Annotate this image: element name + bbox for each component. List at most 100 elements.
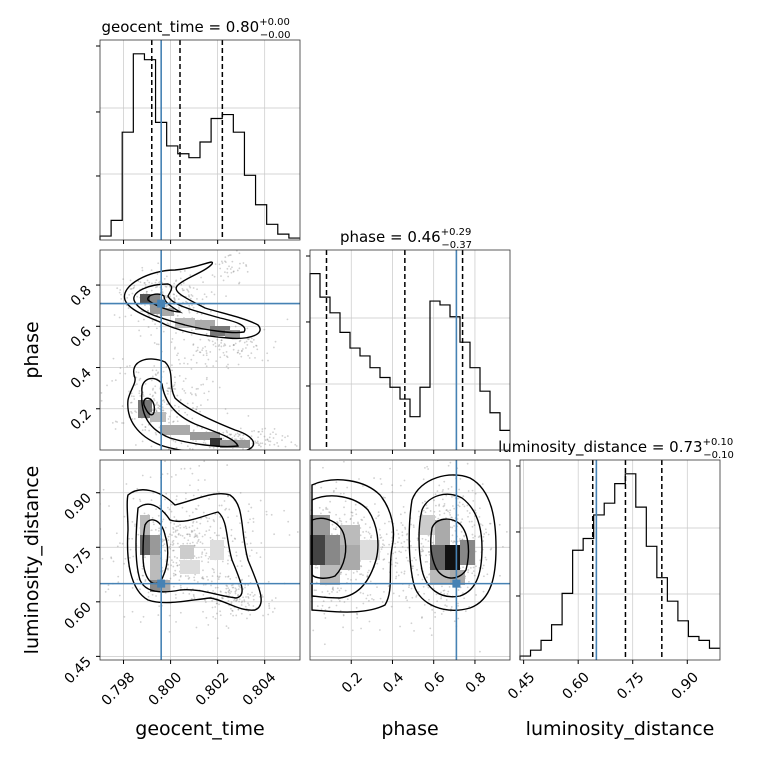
sample-point — [186, 288, 188, 291]
sample-point — [141, 266, 144, 269]
x-tick-label: 0.75 — [614, 669, 647, 702]
sample-point — [218, 603, 220, 606]
sample-point — [362, 485, 364, 487]
sample-point — [214, 606, 217, 608]
sample-point — [227, 550, 230, 553]
sample-point — [175, 597, 177, 599]
density-cell — [420, 515, 435, 535]
sample-point — [158, 605, 161, 607]
sample-point — [290, 552, 292, 554]
sample-point — [267, 359, 269, 362]
sample-point — [296, 498, 298, 500]
sample-point — [443, 502, 446, 505]
title-base: geocent_time = 0.80 — [102, 18, 260, 37]
sample-point — [156, 343, 158, 346]
sample-point — [220, 339, 223, 342]
sample-point — [164, 498, 166, 501]
sample-point — [426, 576, 428, 579]
sample-point — [451, 526, 454, 529]
sample-point — [216, 338, 219, 341]
sample-point — [228, 589, 231, 591]
sample-point — [135, 411, 138, 414]
sample-point — [193, 597, 196, 599]
sample-point — [229, 246, 231, 248]
sample-point — [152, 409, 154, 411]
sample-point — [195, 556, 198, 559]
sample-point — [335, 481, 338, 484]
sample-point — [121, 405, 124, 407]
sample-point — [364, 523, 367, 525]
sample-point — [234, 587, 237, 590]
sample-point — [192, 306, 195, 309]
sample-point — [347, 577, 349, 580]
sample-point — [240, 579, 243, 582]
sample-point — [498, 523, 501, 526]
sample-point — [231, 610, 234, 612]
sample-point — [420, 554, 422, 557]
sample-point — [218, 504, 221, 507]
sample-point — [187, 539, 190, 542]
density-cell — [320, 565, 340, 585]
density-cell — [325, 535, 340, 565]
sample-point — [416, 537, 419, 540]
sample-point — [422, 585, 425, 588]
sample-point — [334, 528, 337, 531]
sample-point — [442, 610, 445, 613]
x-tick-label: 0.2 — [339, 669, 366, 696]
sample-point — [181, 289, 184, 292]
sample-point — [203, 392, 206, 395]
sample-point — [203, 548, 206, 551]
sample-point — [156, 285, 158, 288]
sample-point — [478, 515, 481, 518]
sample-point — [246, 543, 249, 545]
sample-point — [155, 508, 158, 511]
sample-point — [228, 433, 231, 436]
sample-point — [128, 556, 131, 559]
sample-point — [238, 252, 241, 255]
sample-point — [168, 556, 171, 558]
sample-point — [295, 445, 298, 447]
sample-point — [168, 387, 171, 390]
sample-point — [239, 437, 242, 440]
sample-point — [86, 545, 88, 547]
sample-point — [376, 562, 379, 565]
sample-point — [499, 574, 501, 577]
sample-point — [440, 434, 442, 436]
sample-point — [234, 592, 237, 595]
sample-point — [328, 511, 331, 514]
sample-point — [202, 441, 205, 444]
sample-point — [240, 565, 243, 567]
sample-point — [231, 260, 234, 263]
sample-point — [206, 399, 209, 401]
sample-point — [151, 395, 154, 398]
y-axis-label-phase: phase — [21, 321, 43, 378]
sample-point — [304, 561, 306, 563]
sample-point — [191, 402, 194, 405]
sample-point — [145, 290, 148, 293]
sample-point — [321, 591, 324, 593]
sample-point — [224, 261, 227, 264]
sample-point — [205, 516, 207, 519]
sample-point — [331, 587, 334, 590]
sample-point — [383, 558, 386, 561]
density-cell — [150, 580, 160, 592]
sample-point — [458, 538, 461, 540]
sample-point — [166, 506, 169, 509]
sample-point — [404, 528, 407, 530]
sample-point — [474, 550, 477, 553]
sample-point — [403, 540, 406, 543]
sample-point — [312, 629, 315, 632]
x-tick-label: 0.804 — [240, 669, 280, 709]
sample-point — [164, 526, 167, 529]
sample-point — [240, 612, 243, 615]
sample-point — [242, 448, 244, 450]
sample-point — [416, 539, 419, 541]
sample-point — [218, 386, 221, 389]
sample-point — [213, 275, 216, 278]
sample-point — [137, 371, 140, 374]
sample-point — [295, 479, 297, 481]
sample-point — [194, 573, 197, 576]
sample-point — [254, 356, 256, 359]
sample-point — [398, 537, 400, 539]
sample-point — [218, 344, 221, 346]
